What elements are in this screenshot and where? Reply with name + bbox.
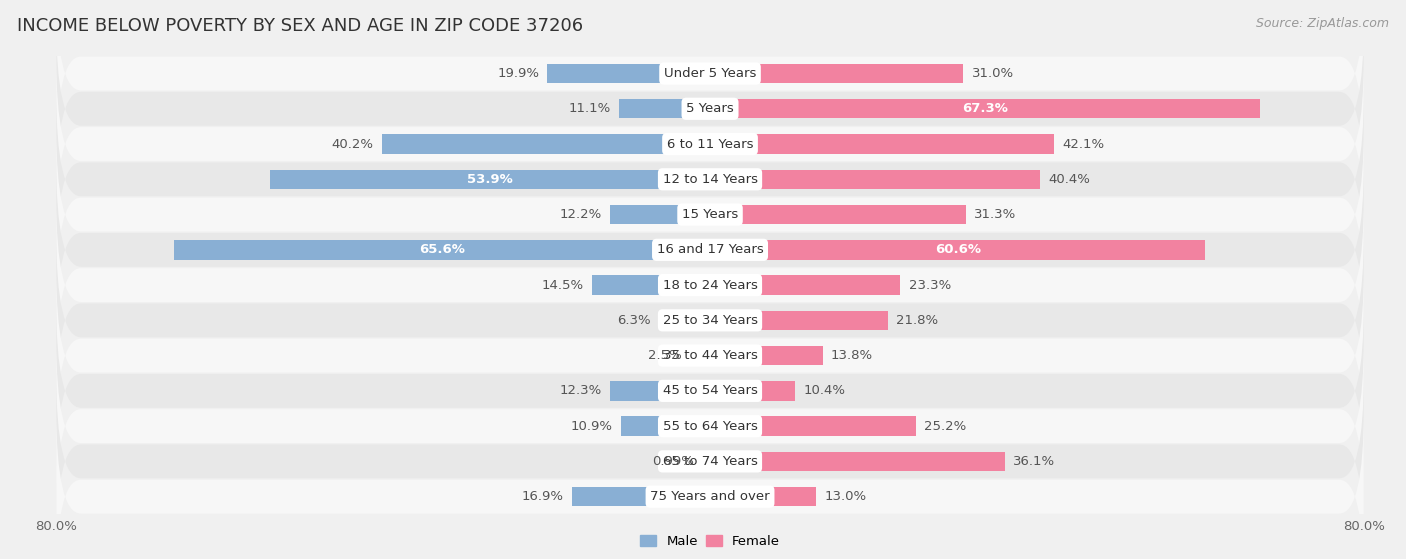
Bar [710, 381, 794, 401]
Bar [610, 381, 710, 401]
Text: 67.3%: 67.3% [962, 102, 1008, 115]
FancyBboxPatch shape [56, 0, 1364, 162]
Bar [610, 205, 710, 224]
Bar [174, 240, 710, 259]
Text: 16.9%: 16.9% [522, 490, 564, 503]
FancyBboxPatch shape [56, 20, 1364, 198]
Text: 12.3%: 12.3% [560, 385, 602, 397]
FancyBboxPatch shape [56, 231, 1364, 409]
Bar [619, 99, 710, 119]
Text: Under 5 Years: Under 5 Years [664, 67, 756, 80]
Text: 45 to 54 Years: 45 to 54 Years [662, 385, 758, 397]
Text: 14.5%: 14.5% [541, 278, 583, 292]
Text: 5 Years: 5 Years [686, 102, 734, 115]
Text: 6.3%: 6.3% [617, 314, 651, 327]
Legend: Male, Female: Male, Female [634, 530, 786, 553]
Bar [710, 276, 900, 295]
Bar [710, 240, 1205, 259]
Text: 16 and 17 Years: 16 and 17 Years [657, 243, 763, 257]
Bar [547, 64, 710, 83]
Text: 13.0%: 13.0% [824, 490, 866, 503]
Bar [710, 99, 1260, 119]
Bar [710, 134, 1054, 154]
Text: 18 to 24 Years: 18 to 24 Years [662, 278, 758, 292]
FancyBboxPatch shape [56, 161, 1364, 339]
FancyBboxPatch shape [56, 302, 1364, 480]
FancyBboxPatch shape [56, 196, 1364, 374]
Text: 55 to 64 Years: 55 to 64 Years [662, 420, 758, 433]
FancyBboxPatch shape [56, 91, 1364, 268]
Bar [572, 487, 710, 506]
Bar [710, 169, 1040, 189]
Text: Source: ZipAtlas.com: Source: ZipAtlas.com [1256, 17, 1389, 30]
Text: 40.2%: 40.2% [332, 138, 374, 150]
Text: 12 to 14 Years: 12 to 14 Years [662, 173, 758, 186]
Text: 19.9%: 19.9% [498, 67, 540, 80]
Text: 15 Years: 15 Years [682, 208, 738, 221]
Text: 65 to 74 Years: 65 to 74 Years [662, 455, 758, 468]
Text: 10.9%: 10.9% [571, 420, 613, 433]
Text: INCOME BELOW POVERTY BY SEX AND AGE IN ZIP CODE 37206: INCOME BELOW POVERTY BY SEX AND AGE IN Z… [17, 17, 583, 35]
Bar [381, 134, 710, 154]
Text: 60.6%: 60.6% [935, 243, 980, 257]
Bar [702, 452, 710, 471]
Text: 23.3%: 23.3% [908, 278, 950, 292]
FancyBboxPatch shape [56, 372, 1364, 550]
Text: 75 Years and over: 75 Years and over [650, 490, 770, 503]
Text: 53.9%: 53.9% [467, 173, 513, 186]
FancyBboxPatch shape [56, 267, 1364, 444]
Bar [689, 346, 710, 366]
Bar [710, 346, 823, 366]
Bar [592, 276, 710, 295]
Text: 10.4%: 10.4% [803, 385, 845, 397]
Bar [710, 416, 915, 436]
FancyBboxPatch shape [56, 126, 1364, 304]
Text: 11.1%: 11.1% [569, 102, 612, 115]
Text: 65.6%: 65.6% [419, 243, 465, 257]
Text: 35 to 44 Years: 35 to 44 Years [662, 349, 758, 362]
FancyBboxPatch shape [56, 337, 1364, 515]
Bar [621, 416, 710, 436]
Text: 42.1%: 42.1% [1063, 138, 1104, 150]
Text: 0.99%: 0.99% [652, 455, 693, 468]
Bar [710, 64, 963, 83]
Text: 25.2%: 25.2% [924, 420, 966, 433]
Text: 12.2%: 12.2% [560, 208, 602, 221]
FancyBboxPatch shape [56, 55, 1364, 233]
Text: 36.1%: 36.1% [1014, 455, 1056, 468]
Text: 2.5%: 2.5% [648, 349, 682, 362]
Text: 21.8%: 21.8% [897, 314, 938, 327]
Text: 40.4%: 40.4% [1049, 173, 1090, 186]
FancyBboxPatch shape [56, 408, 1364, 559]
Bar [710, 311, 889, 330]
Text: 6 to 11 Years: 6 to 11 Years [666, 138, 754, 150]
Text: 31.3%: 31.3% [974, 208, 1017, 221]
Bar [658, 311, 710, 330]
Bar [710, 452, 1005, 471]
Bar [710, 205, 966, 224]
Bar [710, 487, 817, 506]
Text: 13.8%: 13.8% [831, 349, 873, 362]
Text: 25 to 34 Years: 25 to 34 Years [662, 314, 758, 327]
Bar [270, 169, 710, 189]
Text: 31.0%: 31.0% [972, 67, 1014, 80]
